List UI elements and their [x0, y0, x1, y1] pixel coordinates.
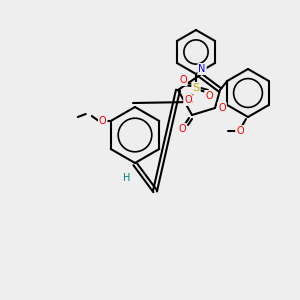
Text: S: S [192, 83, 200, 93]
Text: O: O [236, 126, 244, 136]
Text: O: O [179, 75, 187, 85]
Text: N: N [198, 64, 206, 74]
Text: O: O [184, 95, 192, 105]
Text: H: H [123, 173, 131, 183]
Text: O: O [99, 116, 106, 126]
Text: O: O [218, 103, 226, 113]
Text: O: O [178, 124, 186, 134]
Text: O: O [205, 91, 213, 101]
